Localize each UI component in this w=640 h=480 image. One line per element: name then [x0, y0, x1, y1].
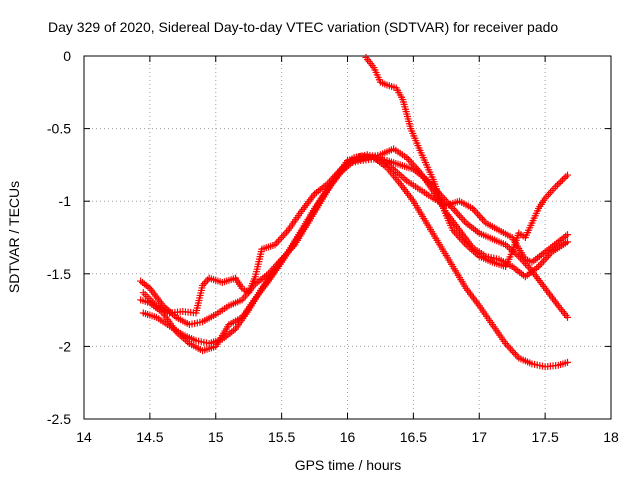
x-tick-label: 15 — [208, 429, 224, 445]
data-point — [511, 350, 519, 358]
data-point — [564, 238, 572, 246]
data-point — [276, 235, 284, 243]
data-point — [560, 174, 568, 182]
data-point — [475, 212, 483, 220]
grid — [84, 56, 611, 419]
y-tick-label: -1.5 — [47, 266, 71, 282]
x-tick-label: 15.5 — [268, 429, 295, 445]
data-point — [452, 208, 460, 216]
data-point — [564, 358, 572, 366]
data-point — [472, 208, 480, 216]
y-tick-label: -0.5 — [47, 121, 71, 137]
data-point — [283, 228, 291, 236]
y-tick-label: -2 — [59, 338, 72, 354]
data-point — [459, 215, 467, 223]
data-point — [505, 343, 513, 351]
data-point — [479, 215, 487, 223]
data-point — [274, 237, 282, 245]
y-tick-label: -1 — [59, 193, 72, 209]
data-point — [503, 341, 511, 349]
data-point — [204, 276, 212, 284]
data-point — [510, 349, 518, 357]
data-point — [474, 210, 482, 218]
data-point — [404, 155, 412, 163]
data-point — [536, 261, 544, 269]
data-point — [455, 212, 463, 220]
data-point — [557, 178, 565, 186]
data-point — [538, 259, 546, 267]
data-point — [562, 173, 570, 181]
data-point — [454, 210, 462, 218]
x-tick-label: 16 — [340, 429, 356, 445]
data-point — [451, 206, 459, 214]
chart-title: Day 329 of 2020, Sidereal Day-to-day VTE… — [48, 19, 558, 35]
data-point — [546, 250, 554, 258]
series-track-c — [139, 151, 572, 317]
data-point — [477, 214, 485, 222]
x-tick-label: 17 — [471, 429, 487, 445]
x-axis: 14 14.5 15 15.5 16 16.5 17 17.5 18 — [76, 56, 619, 445]
data-point — [564, 231, 572, 239]
y-tick-label: 0 — [63, 48, 71, 64]
y-tick-label: -2.5 — [47, 411, 71, 427]
x-axis-label: GPS time / hours — [295, 457, 402, 473]
x-tick-label: 17.5 — [532, 429, 559, 445]
data-point — [452, 230, 460, 238]
data-point — [460, 217, 468, 225]
data-point — [454, 232, 462, 240]
data-series — [137, 53, 572, 371]
data-point — [552, 183, 560, 191]
series-track-e — [362, 53, 572, 271]
x-tick-label: 16.5 — [400, 429, 427, 445]
data-point — [279, 232, 287, 240]
data-point — [555, 179, 563, 187]
data-point — [278, 234, 286, 241]
data-point — [553, 181, 561, 189]
x-tick-label: 14.5 — [136, 429, 163, 445]
data-point — [406, 157, 414, 165]
data-point — [539, 257, 547, 265]
data-point — [508, 347, 516, 355]
data-point — [281, 230, 289, 238]
x-tick-label: 18 — [603, 429, 619, 445]
x-tick-label: 14 — [76, 429, 92, 445]
data-point — [457, 214, 465, 222]
y-axis-label: SDTVAR / TECUs — [6, 181, 22, 293]
data-point — [558, 176, 566, 184]
data-point — [564, 171, 572, 179]
data-point — [564, 313, 572, 321]
y-axis: 0 -0.5 -1 -1.5 -2 -2.5 — [47, 48, 611, 427]
